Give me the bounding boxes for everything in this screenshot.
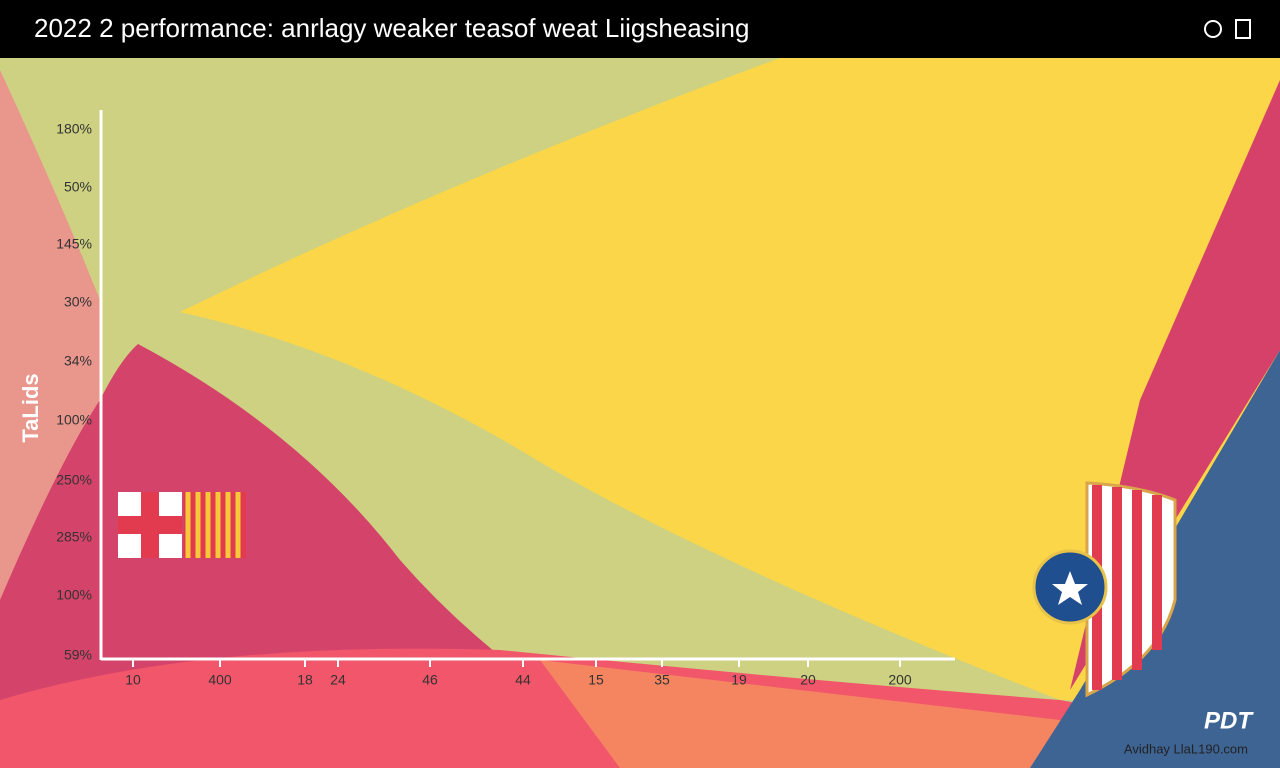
y-tick-label: 100% bbox=[56, 412, 92, 428]
x-tick-label: 35 bbox=[654, 672, 670, 688]
y-tick-label: 100% bbox=[56, 587, 92, 603]
title: 2022 2 performance: anrlagy weaker teaso… bbox=[34, 13, 749, 43]
x-tick-label: 19 bbox=[731, 672, 747, 688]
y-tick-label: 250% bbox=[56, 472, 92, 488]
background bbox=[0, 58, 1280, 768]
y-tick-label: 285% bbox=[56, 529, 92, 545]
header-bar bbox=[0, 0, 1280, 58]
y-tick-label: 180% bbox=[56, 121, 92, 137]
y-tick-label: 59% bbox=[64, 647, 92, 663]
y-axis-label: TaLids bbox=[18, 373, 43, 442]
x-tick-label: 44 bbox=[515, 672, 531, 688]
icon-refresh[interactable] bbox=[1204, 20, 1222, 38]
x-tick-label: 20 bbox=[800, 672, 816, 688]
x-tick-label: 24 bbox=[330, 672, 346, 688]
header-icons[interactable] bbox=[1204, 19, 1251, 39]
x-tick-label: 18 bbox=[297, 672, 313, 688]
x-tick-label: 400 bbox=[208, 672, 232, 688]
x-tick-label: 15 bbox=[588, 672, 604, 688]
x-tick-label: 46 bbox=[422, 672, 438, 688]
x-tick-label: 10 bbox=[125, 672, 141, 688]
flag-left bbox=[118, 492, 246, 558]
logo: PDT bbox=[1204, 707, 1254, 734]
footer-credit: Avidhay LlaL190.com bbox=[1124, 741, 1248, 756]
shield-right bbox=[1032, 481, 1177, 698]
x-tick-label: 200 bbox=[888, 672, 912, 688]
y-tick-label: 145% bbox=[56, 236, 92, 252]
y-tick-label: 30% bbox=[64, 294, 92, 310]
icon-share[interactable] bbox=[1235, 19, 1251, 39]
y-tick-label: 34% bbox=[64, 353, 92, 369]
y-tick-label: 50% bbox=[64, 179, 92, 195]
